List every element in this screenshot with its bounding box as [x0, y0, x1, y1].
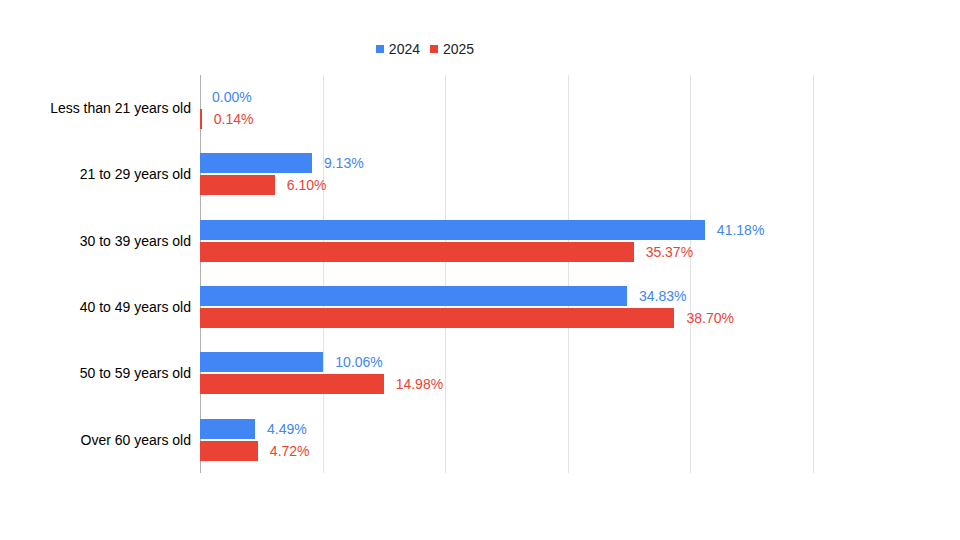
- legend-item-2025: 2025: [430, 41, 474, 57]
- data-label: 6.10%: [287, 177, 327, 193]
- bar-2024: [200, 153, 312, 173]
- bar-line: 35.37%: [200, 242, 813, 262]
- bar-2025: [200, 374, 384, 394]
- bar-2024: [200, 286, 627, 306]
- bar-group: 34.83%38.70%: [200, 274, 813, 340]
- data-label: 4.72%: [270, 443, 310, 459]
- bar-2025: [200, 175, 275, 195]
- data-label: 9.13%: [324, 155, 364, 171]
- bar-group: 41.18% 35.37%: [200, 208, 813, 274]
- bar-line: 0.14%: [200, 109, 813, 129]
- bar-line: 4.49%: [200, 419, 813, 439]
- chart-legend: 2024 2025: [0, 40, 850, 58]
- bar-line: 9.13%: [200, 153, 813, 173]
- legend-item-2024: 2024: [376, 41, 420, 57]
- data-label: 34.83%: [639, 288, 686, 304]
- bar-line: 34.83%: [200, 286, 813, 306]
- category-label: 40 to 49 years old: [0, 274, 191, 340]
- bar-line: 38.70%: [200, 308, 813, 328]
- data-label: 35.37%: [646, 244, 693, 260]
- bar-group: 10.06% 14.98%: [200, 340, 813, 406]
- chart-body: Less than 21 years old21 to 29 years old…: [0, 75, 813, 473]
- gridline: [813, 75, 814, 473]
- bar-2025: [200, 441, 258, 461]
- legend-swatch-2025: [430, 45, 438, 53]
- bar-group: 9.13% 6.10%: [200, 141, 813, 207]
- data-label: 0.00%: [212, 89, 252, 105]
- data-label: 41.18%: [717, 222, 764, 238]
- grouped-bar-chart: 2024 2025 Less than 21 years old21 to 29 …: [0, 0, 960, 540]
- data-label: 10.06%: [335, 354, 382, 370]
- bar-group: 4.49% 4.72%: [200, 407, 813, 473]
- bar-line: 0.00%: [200, 87, 813, 107]
- bar-2024: [200, 419, 255, 439]
- bar-line: 10.06%: [200, 352, 813, 372]
- data-label: 14.98%: [396, 376, 443, 392]
- category-axis-labels: Less than 21 years old21 to 29 years old…: [0, 75, 200, 473]
- bar-line: 41.18%: [200, 220, 813, 240]
- bar-2025: [200, 109, 202, 129]
- legend-swatch-2024: [376, 45, 384, 53]
- category-label: 30 to 39 years old: [0, 208, 191, 274]
- bar-2024: [200, 220, 705, 240]
- data-label: 0.14%: [214, 111, 254, 127]
- category-label: 21 to 29 years old: [0, 141, 191, 207]
- bar-2025: [200, 242, 634, 262]
- legend-label: 2025: [443, 41, 474, 57]
- category-label: Less than 21 years old: [0, 75, 191, 141]
- bar-line: 6.10%: [200, 175, 813, 195]
- category-label: 50 to 59 years old: [0, 340, 191, 406]
- category-label: Over 60 years old: [0, 407, 191, 473]
- data-label: 4.49%: [267, 421, 307, 437]
- bar-rows: 0.00% 0.14% 9.13% 6.10% 41.18% 35.37% 34.83%38…: [200, 75, 813, 473]
- plot-area: 0.00% 0.14% 9.13% 6.10% 41.18% 35.37% 34.83%38…: [200, 75, 813, 473]
- legend-label: 2024: [389, 41, 420, 57]
- bar-2024: [200, 352, 323, 372]
- bar-2025: [200, 308, 674, 328]
- data-label: 38.70%: [686, 310, 733, 326]
- bar-line: 14.98%: [200, 374, 813, 394]
- bar-line: 4.72%: [200, 441, 813, 461]
- bar-group: 0.00% 0.14%: [200, 75, 813, 141]
